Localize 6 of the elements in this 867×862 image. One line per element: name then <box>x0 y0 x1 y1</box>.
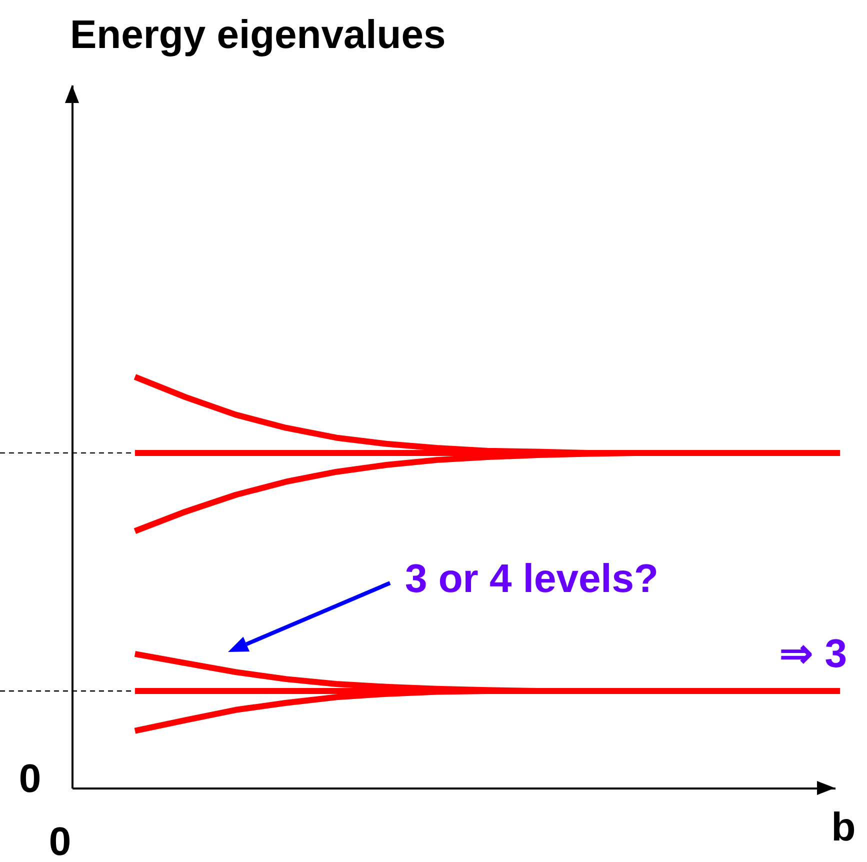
text: 0 <box>18 757 42 801</box>
annotation: ⇒ 3 <box>780 632 847 676</box>
annotation: 3 or 4 levels? <box>405 557 658 601</box>
chart-title: Energy eigenvalues <box>70 13 446 57</box>
x-axis-title: b <box>831 806 856 850</box>
text: 0 <box>48 820 72 862</box>
